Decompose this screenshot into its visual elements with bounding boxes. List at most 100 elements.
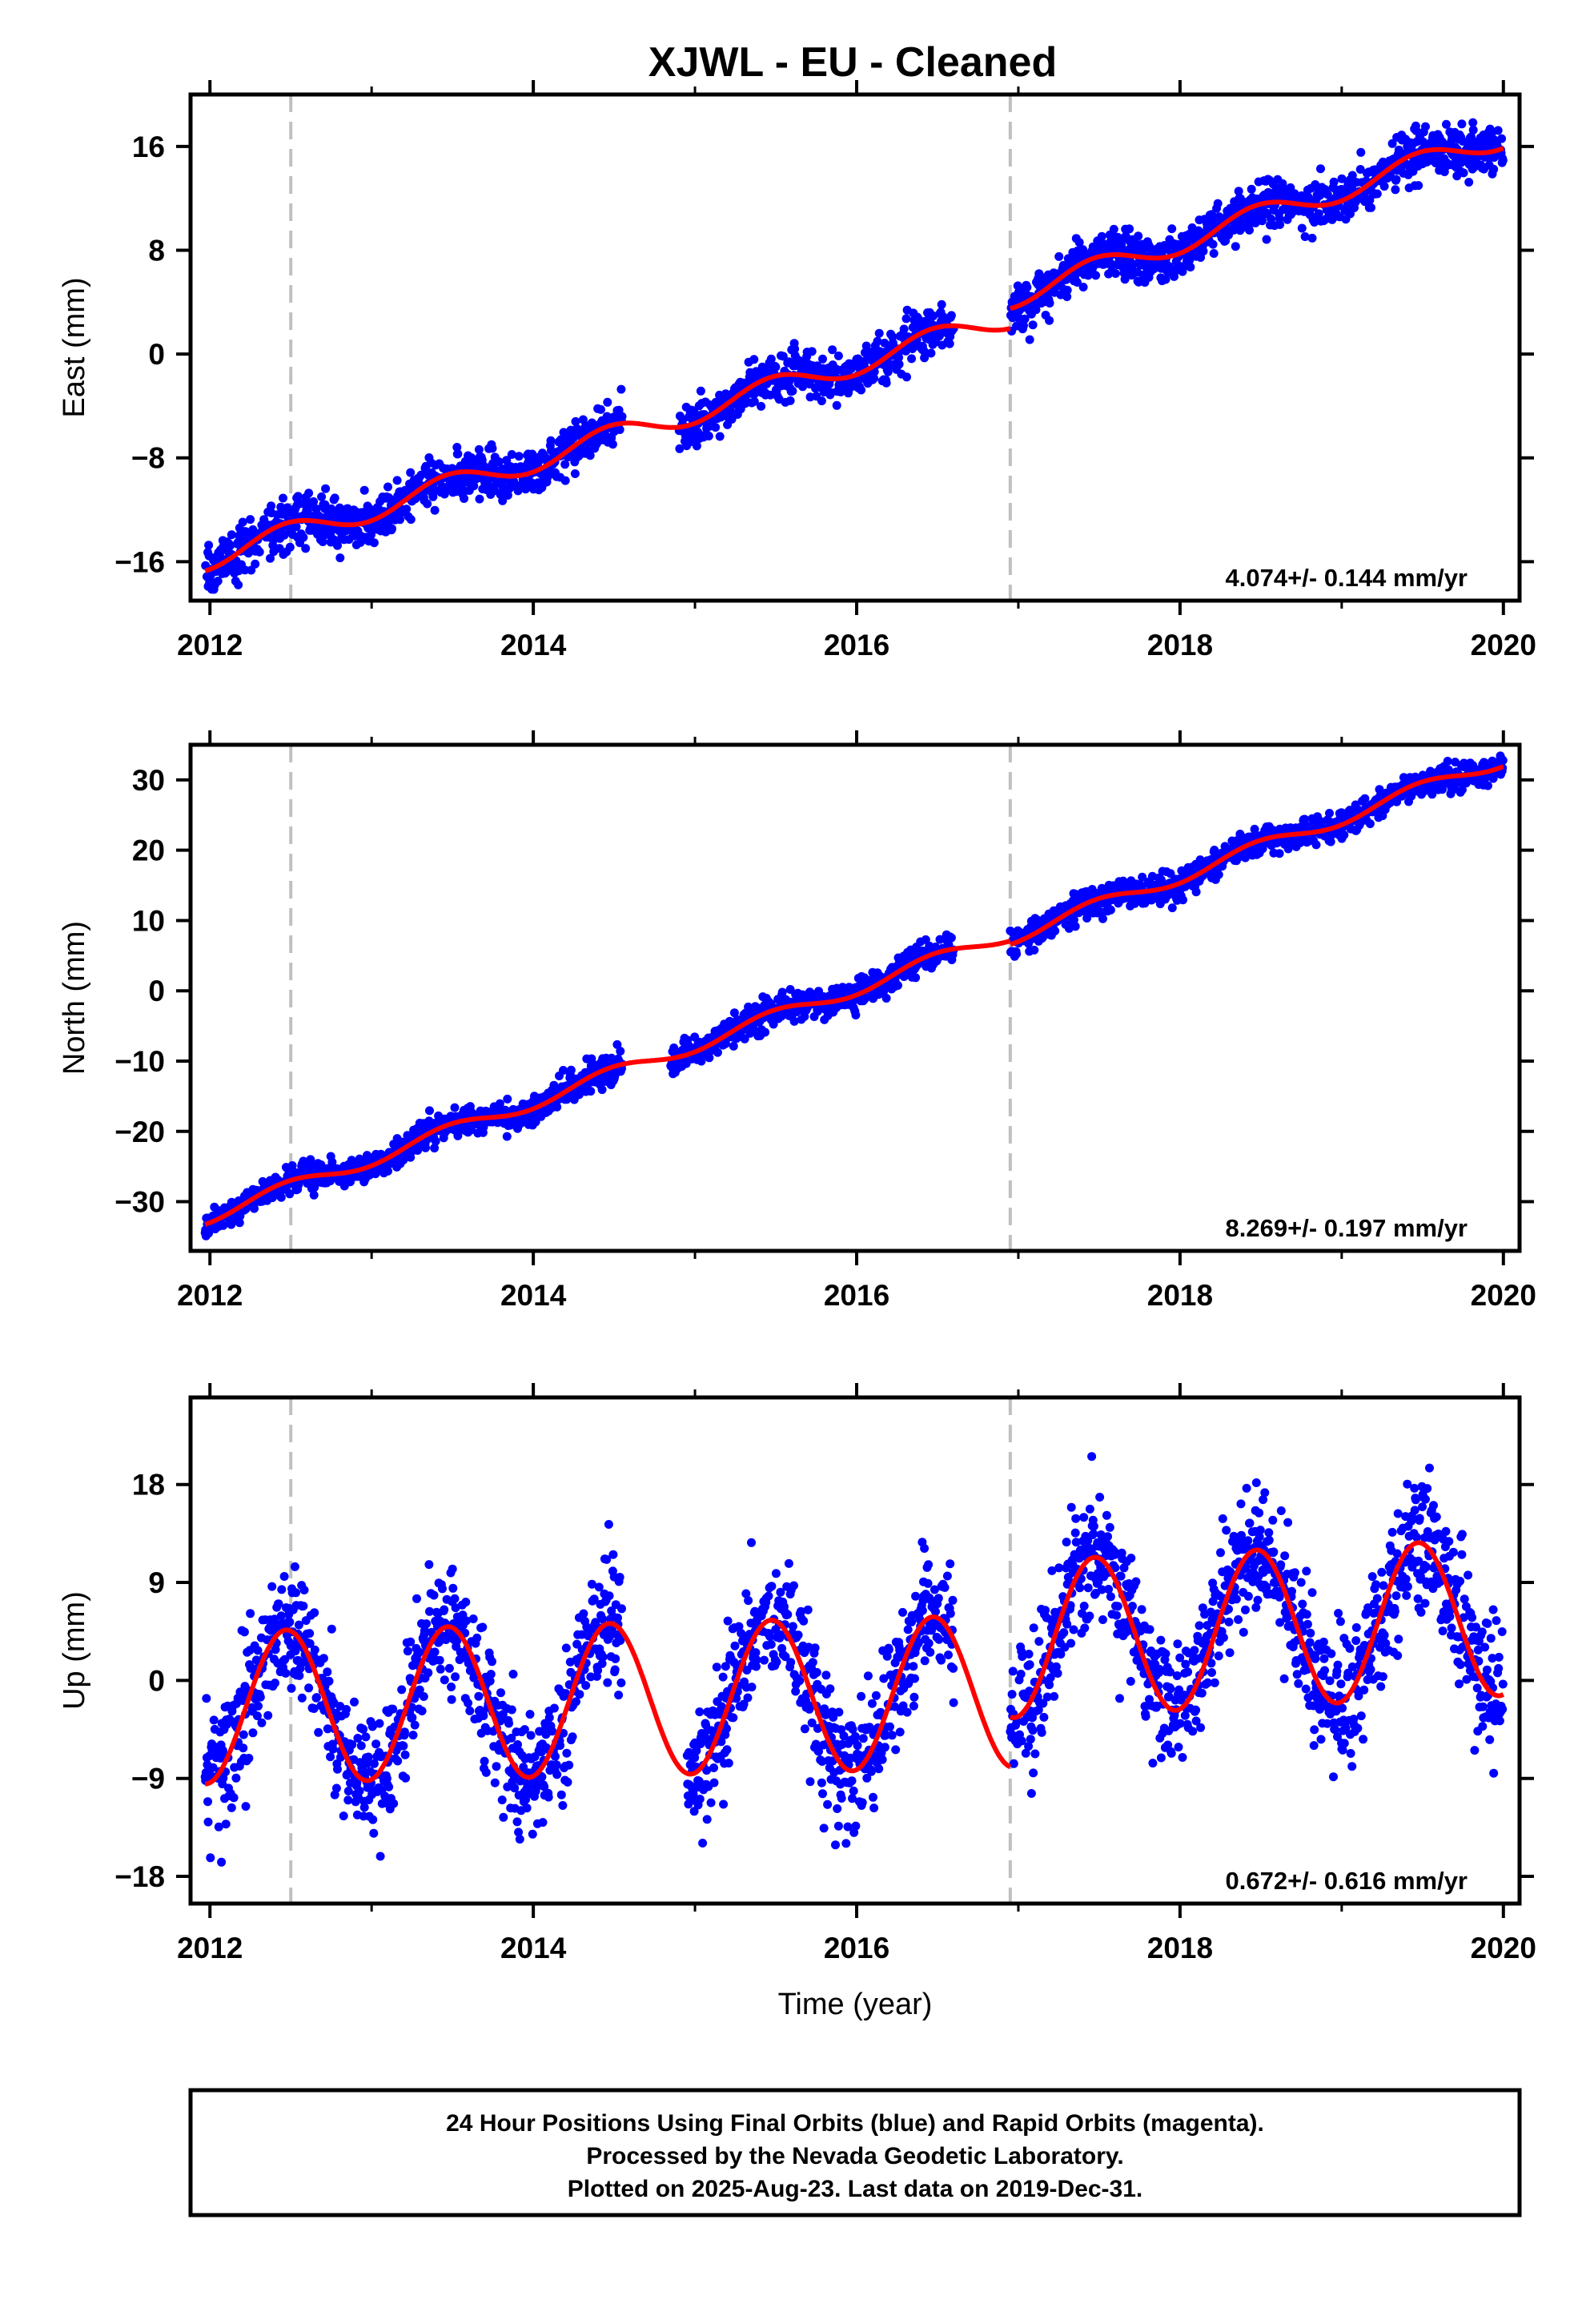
data-points <box>200 1452 1508 1867</box>
data-point <box>430 505 440 515</box>
data-point <box>202 1694 211 1703</box>
data-point <box>1022 283 1032 292</box>
data-point <box>279 1572 289 1581</box>
data-point <box>214 1822 223 1831</box>
data-point <box>857 385 866 395</box>
data-point <box>327 1157 337 1167</box>
data-point <box>208 1763 218 1772</box>
data-point <box>312 1693 321 1703</box>
data-point <box>350 1697 359 1707</box>
data-point <box>383 1166 392 1176</box>
data-point <box>428 492 438 501</box>
data-point <box>1442 119 1451 129</box>
data-point <box>749 1024 758 1034</box>
data-point <box>935 935 945 944</box>
data-point <box>1325 809 1334 818</box>
data-point <box>287 1683 296 1693</box>
data-point <box>425 1106 434 1116</box>
data-point <box>206 1853 215 1863</box>
data-point <box>406 468 416 477</box>
data-point <box>279 530 289 540</box>
data-point <box>402 505 412 514</box>
data-point <box>1464 178 1474 187</box>
data-point <box>330 493 339 503</box>
data-point <box>945 339 954 348</box>
data-point <box>833 351 843 360</box>
data-point <box>242 1684 251 1694</box>
data-point <box>1498 756 1508 765</box>
data-point <box>1125 224 1134 234</box>
data-point <box>851 1011 861 1019</box>
data-point <box>1097 231 1106 241</box>
data-point <box>339 1811 348 1821</box>
data-point <box>1323 190 1332 199</box>
data-point <box>761 1027 770 1037</box>
data-point <box>1159 241 1169 250</box>
data-point <box>881 994 891 1003</box>
x-tick-label: 2016 <box>824 629 889 661</box>
x-tick-label: 2014 <box>500 629 567 661</box>
data-point <box>1314 209 1323 219</box>
data-point <box>1326 837 1335 846</box>
data-point <box>252 1711 262 1721</box>
data-point <box>238 517 247 527</box>
data-point <box>713 1047 722 1057</box>
data-point <box>1019 321 1028 331</box>
data-point <box>946 311 956 320</box>
data-point <box>570 469 580 478</box>
data-point <box>869 373 879 383</box>
data-point <box>608 440 617 449</box>
x-tick-label: 2012 <box>177 1279 243 1312</box>
data-point <box>1307 233 1317 243</box>
data-point <box>715 432 725 441</box>
data-point <box>274 1599 283 1609</box>
y-axis-label: North (mm) <box>58 921 91 1075</box>
y-tick-label: −16 <box>114 545 165 578</box>
data-point <box>1199 247 1208 256</box>
data-point <box>1258 216 1267 226</box>
data-points <box>201 118 1508 594</box>
data-point <box>235 1218 244 1228</box>
data-point <box>239 1743 248 1753</box>
data-point <box>467 1125 476 1135</box>
data-point <box>295 1671 304 1680</box>
data-point <box>528 449 537 459</box>
data-point <box>321 484 331 493</box>
data-point <box>1020 314 1030 324</box>
data-point <box>1072 278 1082 287</box>
data-point <box>1469 163 1479 172</box>
data-point <box>1134 277 1143 287</box>
data-point <box>460 494 469 503</box>
data-point <box>1245 225 1254 235</box>
data-point <box>369 1759 379 1768</box>
data-point <box>1427 790 1437 799</box>
data-point <box>369 1828 379 1838</box>
data-point <box>301 544 311 553</box>
data-point <box>571 416 580 426</box>
data-point <box>291 522 301 532</box>
data-point <box>1300 232 1310 241</box>
data-point <box>248 1728 258 1738</box>
data-point <box>1459 168 1468 178</box>
data-point <box>1138 872 1147 882</box>
panel-2: 2012 2014 2016 2018 2020−30−20−100102030Nort… <box>58 730 1536 1312</box>
y-tick-label: 0 <box>148 338 165 371</box>
data-point <box>305 1629 315 1638</box>
data-point <box>285 1618 295 1626</box>
data-point <box>685 437 695 447</box>
y-tick-label: 16 <box>132 131 165 163</box>
x-tick-label: 2018 <box>1147 629 1213 661</box>
data-point <box>250 1204 259 1213</box>
data-point <box>253 1646 263 1655</box>
data-point <box>1497 134 1507 143</box>
data-point <box>294 1620 303 1630</box>
data-point <box>1372 189 1382 199</box>
data-point <box>430 1144 440 1153</box>
data-point <box>219 1220 228 1230</box>
data-point <box>363 1752 373 1762</box>
data-point <box>1468 125 1478 135</box>
data-point <box>560 476 570 485</box>
data-point <box>778 352 788 361</box>
